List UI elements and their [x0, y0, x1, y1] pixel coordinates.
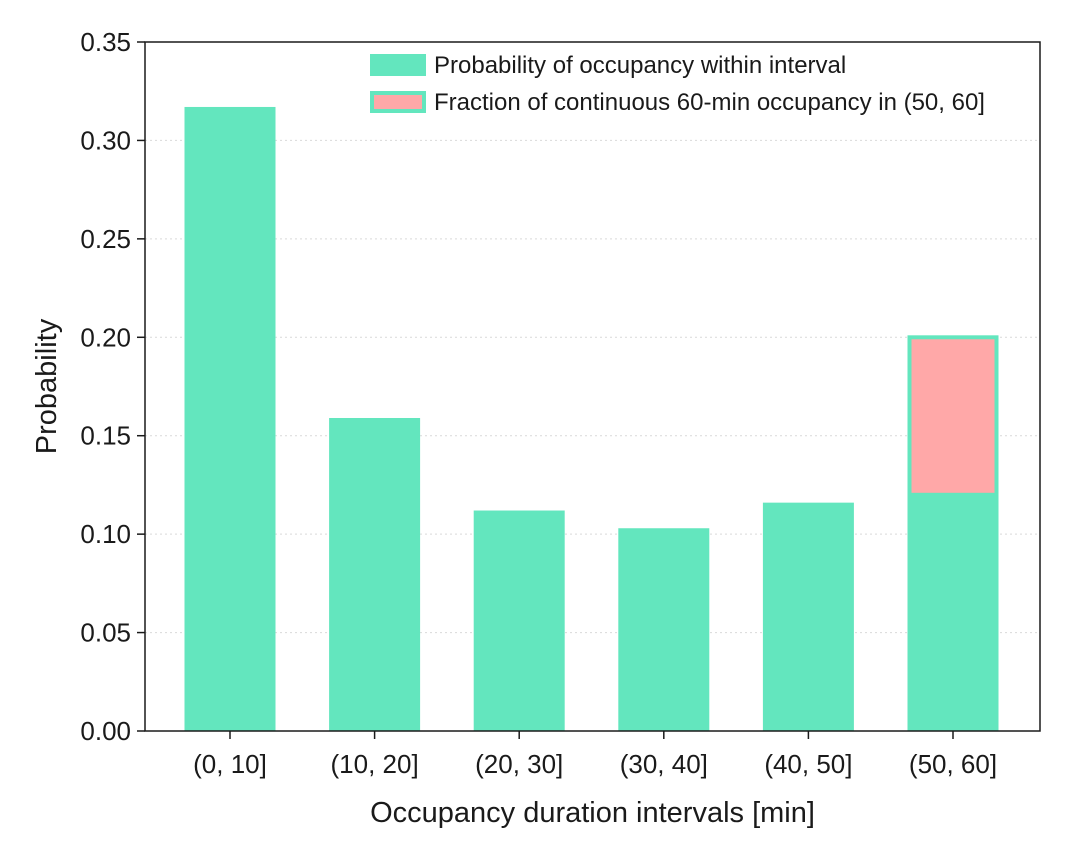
bar-1 — [329, 417, 421, 731]
bar-overlay-continuous-fraction — [911, 339, 995, 493]
grid-lines — [145, 139, 1040, 634]
bars — [184, 106, 999, 731]
x-tick-label: (50, 60] — [909, 749, 997, 779]
legend-swatch-continuous-fraction — [374, 95, 422, 109]
bar-0 — [184, 106, 276, 731]
x-tick-label: (20, 30] — [475, 749, 563, 779]
legend: Probability of occupancy within interval… — [370, 52, 985, 116]
y-tick-label: 0.20 — [80, 322, 131, 352]
x-tick-label: (30, 40] — [620, 749, 708, 779]
plot-frame — [144, 41, 1041, 732]
bar-3 — [618, 528, 710, 731]
x-tick-label: (40, 50] — [764, 749, 852, 779]
x-axis-ticks: (0, 10] (10, 20] (20, 30] (30, 40] (40, 50] (… — [193, 731, 997, 779]
legend-label-occupancy-probability: Probability of occupancy within interval — [434, 52, 846, 79]
y-tick-label: 0.25 — [80, 224, 131, 254]
x-tick-label: (0, 10] — [193, 749, 267, 779]
x-axis-label: Occupancy duration intervals [min] — [370, 797, 815, 829]
x-tick-label: (10, 20] — [331, 749, 419, 779]
bar-2 — [473, 510, 565, 731]
y-tick-label: 0.05 — [80, 618, 131, 648]
bar-4 — [762, 502, 854, 731]
legend-label-continuous-fraction: Fraction of continuous 60-min occupancy … — [434, 89, 985, 116]
y-tick-label: 0.15 — [80, 421, 131, 451]
y-tick-label: 0.00 — [80, 716, 131, 746]
y-tick-label: 0.35 — [80, 27, 131, 57]
y-tick-label: 0.10 — [80, 519, 131, 549]
legend-swatch-occupancy-probability — [370, 54, 426, 76]
y-tick-label: 0.30 — [80, 125, 131, 155]
y-axis-ticks: 0.00 0.05 0.10 0.15 0.20 0.25 0.30 0.35 — [80, 27, 145, 746]
y-axis-label: Probability — [31, 318, 63, 454]
